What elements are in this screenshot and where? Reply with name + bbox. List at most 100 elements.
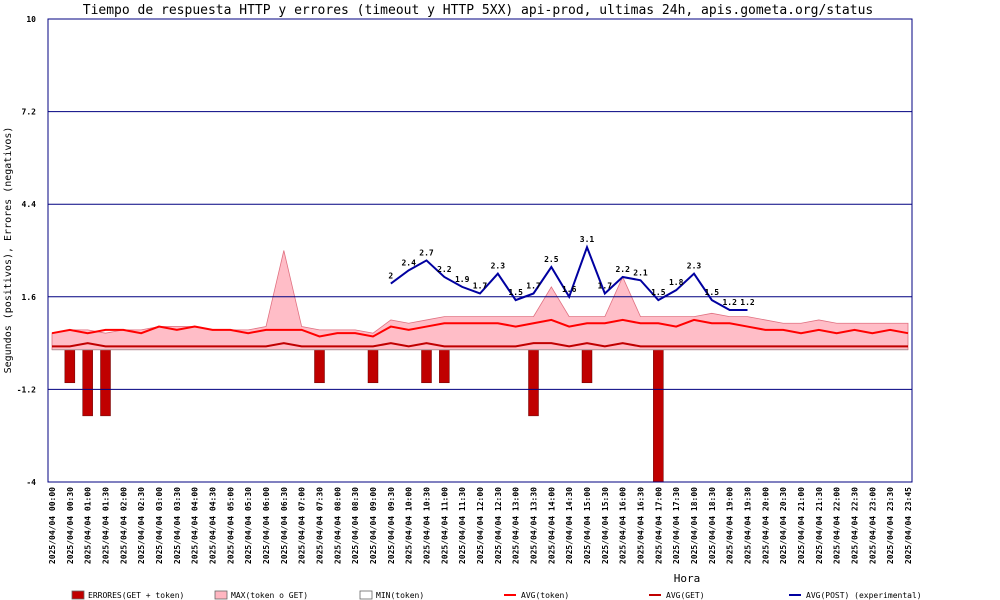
x-tick-label: 2025/04/04 11:00 bbox=[440, 487, 449, 564]
x-tick-label: 2025/04/04 03:00 bbox=[155, 487, 164, 564]
legend-swatch bbox=[359, 590, 373, 600]
y-tick-label: 7.2 bbox=[22, 108, 37, 117]
chart-title: Tiempo de respuesta HTTP y errores (time… bbox=[83, 3, 874, 18]
legend-label: ERRORES(GET + token) bbox=[88, 591, 184, 600]
legend-swatch bbox=[71, 590, 85, 600]
point-label: 1.5 bbox=[508, 288, 523, 297]
line bbox=[52, 342, 908, 348]
error-bar bbox=[82, 349, 93, 417]
x-tick-label: 2025/04/04 16:30 bbox=[637, 487, 646, 564]
point-label: 1.7 bbox=[473, 281, 488, 290]
x-tick-label: 2025/04/04 03:30 bbox=[173, 487, 182, 564]
point-label: 2.4 bbox=[401, 258, 416, 267]
point-label: 2.5 bbox=[544, 255, 559, 264]
error-bar bbox=[528, 349, 539, 417]
error-bar bbox=[421, 349, 432, 384]
x-tick-label: 2025/04/04 19:00 bbox=[726, 487, 735, 564]
x-tick-label: 2025/04/04 08:00 bbox=[333, 487, 342, 564]
legend-swatch bbox=[214, 590, 228, 600]
error-bar bbox=[439, 349, 450, 384]
x-tick-label: 2025/04/04 12:00 bbox=[476, 487, 485, 564]
error-bar bbox=[367, 349, 379, 384]
y-tick-label: -1.2 bbox=[17, 385, 36, 394]
point-label: 1.7 bbox=[598, 281, 613, 290]
x-tick-label: 2025/04/04 15:00 bbox=[583, 487, 592, 564]
x-tick-label: 2025/04/04 17:30 bbox=[672, 487, 681, 564]
point-label: 3.1 bbox=[580, 235, 595, 244]
x-tick-label: 2025/04/04 18:00 bbox=[690, 487, 699, 564]
point-label: 2.1 bbox=[633, 268, 648, 277]
x-tick-label: 2025/04/04 08:30 bbox=[351, 487, 360, 564]
x-tick-label: 2025/04/04 05:00 bbox=[226, 487, 235, 564]
y-tick-label: 10 bbox=[26, 15, 36, 24]
legend-label: MIN(token) bbox=[376, 591, 424, 600]
error-bar bbox=[314, 349, 325, 384]
legend-label: MAX(token o GET) bbox=[231, 591, 308, 600]
x-tick-label: 2025/04/04 01:00 bbox=[84, 487, 93, 564]
point-label: 2 bbox=[388, 272, 393, 281]
y-tick-label: 4.4 bbox=[22, 200, 37, 209]
line bbox=[51, 318, 909, 338]
x-tick-label: 2025/04/04 23:00 bbox=[868, 487, 877, 564]
plot-area bbox=[48, 19, 912, 482]
x-tick-label: 2025/04/04 09:00 bbox=[369, 487, 378, 564]
plot-border bbox=[47, 18, 913, 483]
x-tick-label: 2025/04/04 16:00 bbox=[619, 487, 628, 564]
point-label: 1.8 bbox=[669, 278, 684, 287]
x-tick-label: 2025/04/04 07:30 bbox=[316, 487, 325, 564]
x-tick-label: 2025/04/04 17:00 bbox=[654, 487, 663, 564]
x-tick-label: 2025/04/04 09:30 bbox=[387, 487, 396, 564]
point-label: 1.9 bbox=[455, 275, 470, 284]
x-tick-label: 2025/04/04 10:30 bbox=[423, 487, 432, 564]
point-label: 1.5 bbox=[651, 288, 666, 297]
x-tick-label: 2025/04/04 14:30 bbox=[565, 487, 574, 564]
x-tick-label: 2025/04/04 13:00 bbox=[512, 487, 521, 564]
x-tick-label: 2025/04/04 23:45 bbox=[904, 487, 913, 564]
x-tick-label: 2025/04/04 21:30 bbox=[815, 487, 824, 564]
line bbox=[390, 244, 748, 312]
point-label: 2.2 bbox=[437, 265, 452, 274]
x-tick-label: 2025/04/04 02:00 bbox=[119, 487, 128, 564]
x-tick-label: 2025/04/04 05:30 bbox=[244, 487, 253, 564]
x-tick-label: 2025/04/04 00:30 bbox=[66, 487, 75, 564]
x-tick-label: 2025/04/04 21:00 bbox=[797, 487, 806, 564]
legend-label: AVG(token) bbox=[521, 591, 569, 600]
error-bar bbox=[64, 349, 76, 384]
point-label: 2.3 bbox=[687, 262, 702, 271]
x-tick-label: 2025/04/04 07:00 bbox=[298, 487, 307, 564]
x-tick-label: 2025/04/04 00:00 bbox=[48, 487, 57, 564]
point-label: 1.2 bbox=[722, 298, 737, 307]
area bbox=[51, 250, 909, 351]
x-tick-label: 2025/04/04 06:30 bbox=[280, 487, 289, 564]
x-tick-label: 2025/04/04 06:00 bbox=[262, 487, 271, 564]
x-tick-label: 2025/04/04 20:00 bbox=[761, 487, 770, 564]
x-tick-label: 2025/04/04 02:30 bbox=[137, 487, 146, 564]
x-tick-label: 2025/04/04 12:30 bbox=[494, 487, 503, 564]
x-tick-label: 2025/04/04 04:00 bbox=[191, 487, 200, 564]
error-bar bbox=[100, 349, 111, 417]
x-tick-label: 2025/04/04 18:30 bbox=[708, 487, 717, 564]
x-tick-label: 2025/04/04 04:30 bbox=[209, 487, 218, 564]
point-label: 2.3 bbox=[491, 262, 506, 271]
legend-label: AVG(GET) bbox=[666, 591, 705, 600]
point-label: 2.7 bbox=[419, 248, 434, 257]
error-bar bbox=[581, 349, 593, 384]
x-tick-label: 2025/04/04 23:30 bbox=[886, 487, 895, 564]
x-tick-label: 2025/04/04 10:00 bbox=[405, 487, 414, 564]
x-tick-label: 2025/04/04 22:30 bbox=[851, 487, 860, 564]
x-axis-label: Hora bbox=[674, 572, 701, 585]
x-tick-label: 2025/04/04 01:30 bbox=[102, 487, 111, 564]
x-tick-label: 2025/04/04 19:30 bbox=[744, 487, 753, 564]
point-label: 1.6 bbox=[562, 285, 577, 294]
x-tick-label: 2025/04/04 11:30 bbox=[458, 487, 467, 564]
error-bar bbox=[653, 349, 664, 483]
point-label: 1.5 bbox=[705, 288, 720, 297]
point-label: 2.2 bbox=[615, 265, 630, 274]
x-tick-label: 2025/04/04 22:00 bbox=[833, 487, 842, 564]
x-tick-label: 2025/04/04 14:00 bbox=[547, 487, 556, 564]
x-tick-label: 2025/04/04 20:30 bbox=[779, 487, 788, 564]
y-tick-label: -4 bbox=[26, 478, 36, 487]
legend-label: AVG(POST) (experimental) bbox=[806, 591, 922, 600]
point-label: 1.2 bbox=[740, 298, 755, 307]
